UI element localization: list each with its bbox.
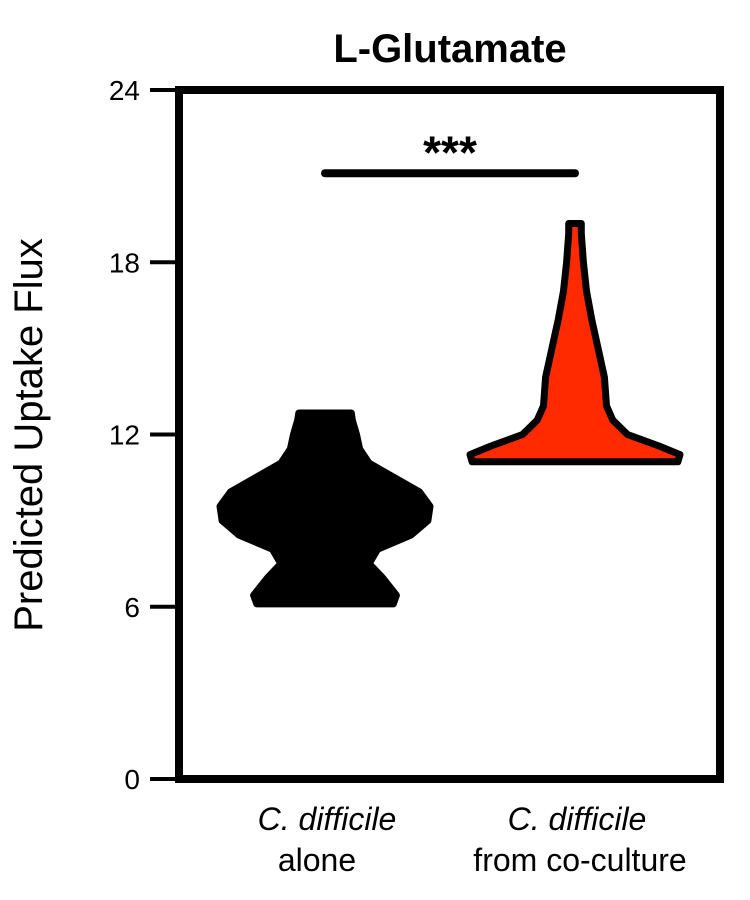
x-category-label-line2: from co-culture xyxy=(473,842,686,878)
y-tick-label: 24 xyxy=(109,75,140,106)
x-axis-categories: C. difficile alone C. difficile from co-cul… xyxy=(258,801,687,878)
x-category-label-line1: C. difficile xyxy=(258,801,397,837)
x-category-label-line2: alone xyxy=(278,842,356,878)
significance-annotation: *** xyxy=(321,126,579,178)
y-tick-label: 18 xyxy=(109,247,140,278)
x-category-label-line1: C. difficile xyxy=(508,801,647,837)
y-tick-label: 6 xyxy=(124,592,140,623)
y-axis-label: Predicted Uptake Flux xyxy=(7,238,51,632)
significance-label: *** xyxy=(423,126,477,178)
violins xyxy=(216,220,684,608)
violin-2 xyxy=(466,220,684,466)
y-tick-label: 12 xyxy=(109,420,140,451)
plot-frame xyxy=(175,86,724,783)
y-tick-label: 0 xyxy=(124,764,140,795)
chart-title: L-Glutamate xyxy=(333,27,566,71)
violin-1 xyxy=(216,409,434,608)
y-axis-ticks: 0 6 12 18 24 xyxy=(109,75,179,795)
